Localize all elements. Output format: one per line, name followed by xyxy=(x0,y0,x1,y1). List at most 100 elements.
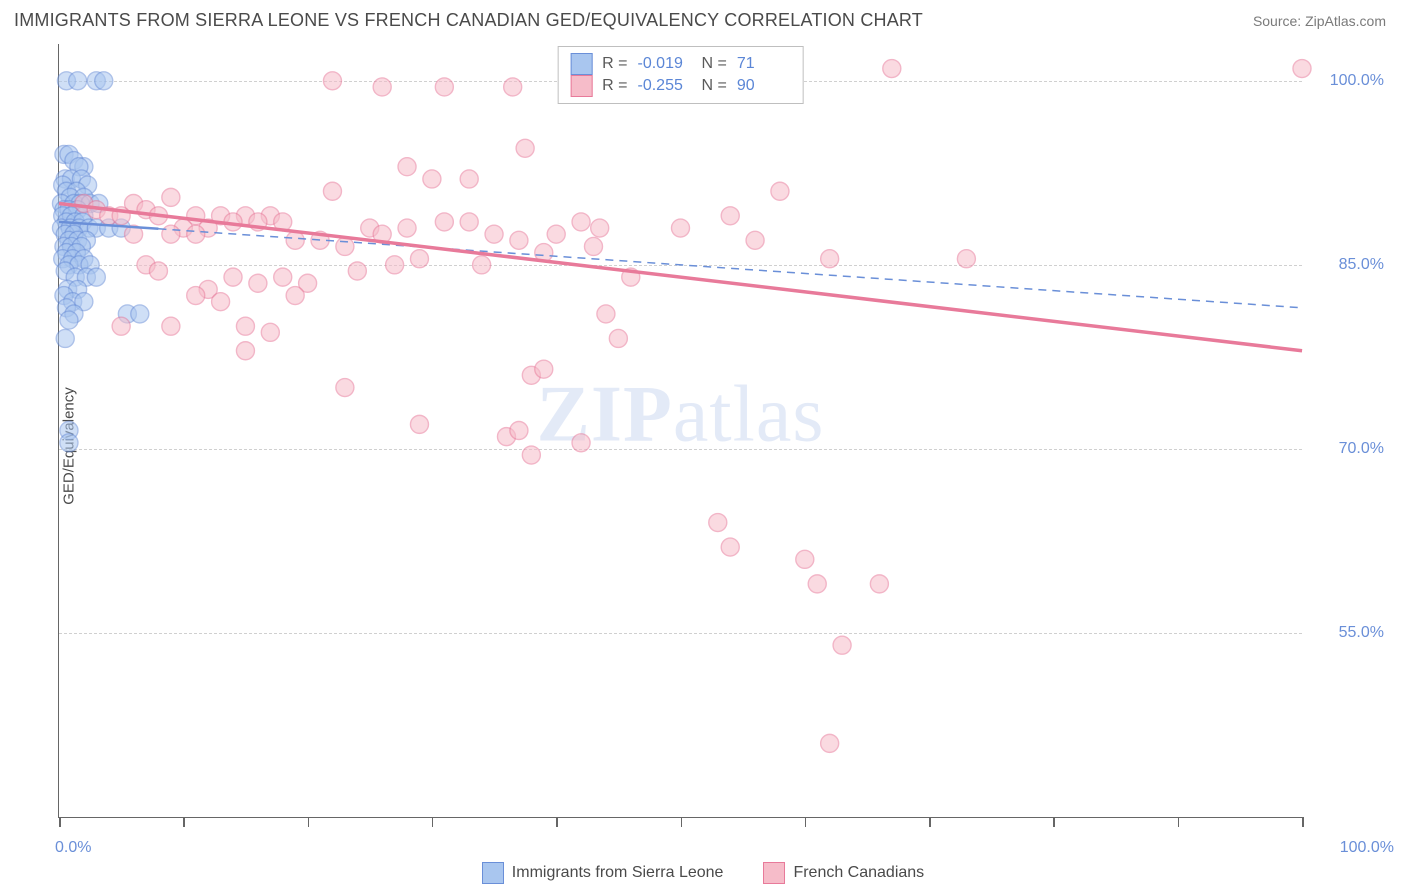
data-point xyxy=(162,188,180,206)
data-point xyxy=(821,734,839,752)
data-point xyxy=(485,225,503,243)
data-point xyxy=(336,379,354,397)
x-tick xyxy=(556,817,558,827)
source-label: Source: ZipAtlas.com xyxy=(1253,13,1386,29)
data-point xyxy=(95,72,113,90)
data-point xyxy=(591,219,609,237)
series-legend: Immigrants from Sierra Leone French Cana… xyxy=(0,862,1406,884)
data-point xyxy=(236,317,254,335)
data-point xyxy=(131,305,149,323)
x-tick xyxy=(1053,817,1055,827)
data-point xyxy=(535,360,553,378)
data-point xyxy=(957,250,975,268)
data-point xyxy=(435,78,453,96)
trend-line-ext xyxy=(158,229,1302,308)
data-point xyxy=(236,342,254,360)
legend-item-1: Immigrants from Sierra Leone xyxy=(482,862,724,884)
data-point xyxy=(212,293,230,311)
data-point xyxy=(112,317,130,335)
data-point xyxy=(504,78,522,96)
data-point xyxy=(87,268,105,286)
data-point xyxy=(771,182,789,200)
x-axis-max-label: 100.0% xyxy=(1340,839,1394,857)
data-point xyxy=(808,575,826,593)
data-point xyxy=(187,287,205,305)
data-point xyxy=(162,225,180,243)
data-point xyxy=(672,219,690,237)
data-point xyxy=(286,287,304,305)
data-point xyxy=(746,231,764,249)
data-point xyxy=(398,219,416,237)
data-point xyxy=(460,213,478,231)
data-point xyxy=(286,231,304,249)
data-point xyxy=(60,311,78,329)
data-point xyxy=(1293,60,1311,78)
correlation-legend: R = -0.019 N = 71 R = -0.255 N = 90 xyxy=(557,46,804,104)
data-point xyxy=(348,262,366,280)
data-point xyxy=(410,415,428,433)
x-tick xyxy=(805,817,807,827)
x-tick xyxy=(681,817,683,827)
legend-row-series-1: R = -0.019 N = 71 xyxy=(570,53,791,75)
chart-title: IMMIGRANTS FROM SIERRA LEONE VS FRENCH C… xyxy=(14,10,923,31)
legend-swatch-1 xyxy=(570,53,592,75)
data-point xyxy=(373,78,391,96)
data-point xyxy=(149,262,167,280)
n-label: N = xyxy=(702,55,727,73)
data-point xyxy=(423,170,441,188)
legend-label-1: Immigrants from Sierra Leone xyxy=(512,864,724,882)
y-tick-label: 70.0% xyxy=(1308,440,1384,458)
r-label: R = xyxy=(602,55,627,73)
data-point xyxy=(572,213,590,231)
x-tick xyxy=(929,817,931,827)
legend-swatch-2b xyxy=(763,862,785,884)
data-point xyxy=(510,422,528,440)
plot-area: R = -0.019 N = 71 R = -0.255 N = 90 ZIPa… xyxy=(58,44,1302,818)
legend-item-2: French Canadians xyxy=(763,862,924,884)
data-point xyxy=(721,207,739,225)
x-tick xyxy=(183,817,185,827)
data-point xyxy=(162,317,180,335)
data-point xyxy=(398,158,416,176)
r-value-1: -0.019 xyxy=(638,55,692,73)
data-point xyxy=(435,213,453,231)
data-point xyxy=(323,72,341,90)
n-value-1: 71 xyxy=(737,55,791,73)
r-label: R = xyxy=(602,77,627,95)
data-point xyxy=(522,446,540,464)
legend-swatch-2 xyxy=(570,75,592,97)
data-point xyxy=(510,231,528,249)
n-value-2: 90 xyxy=(737,77,791,95)
data-point xyxy=(833,636,851,654)
data-point xyxy=(516,139,534,157)
n-label: N = xyxy=(702,77,727,95)
data-point xyxy=(709,514,727,532)
data-point xyxy=(386,256,404,274)
data-point xyxy=(56,329,74,347)
data-point xyxy=(609,329,627,347)
y-tick-label: 55.0% xyxy=(1308,624,1384,642)
data-point xyxy=(870,575,888,593)
data-point xyxy=(883,60,901,78)
x-tick xyxy=(432,817,434,827)
data-point xyxy=(336,237,354,255)
plot-svg xyxy=(59,44,1302,817)
x-tick xyxy=(308,817,310,827)
data-point xyxy=(249,274,267,292)
legend-swatch-1b xyxy=(482,862,504,884)
data-point xyxy=(584,237,602,255)
data-point xyxy=(187,225,205,243)
r-value-2: -0.255 xyxy=(638,77,692,95)
x-axis-min-label: 0.0% xyxy=(55,839,91,857)
x-tick xyxy=(1302,817,1304,827)
data-point xyxy=(597,305,615,323)
data-point xyxy=(473,256,491,274)
chart-container: GED/Equivalency R = -0.019 N = 71 R = -0… xyxy=(14,44,1392,848)
data-point xyxy=(224,268,242,286)
data-point xyxy=(547,225,565,243)
y-tick-label: 85.0% xyxy=(1308,256,1384,274)
data-point xyxy=(69,72,87,90)
data-point xyxy=(323,182,341,200)
data-point xyxy=(274,268,292,286)
data-point xyxy=(796,550,814,568)
